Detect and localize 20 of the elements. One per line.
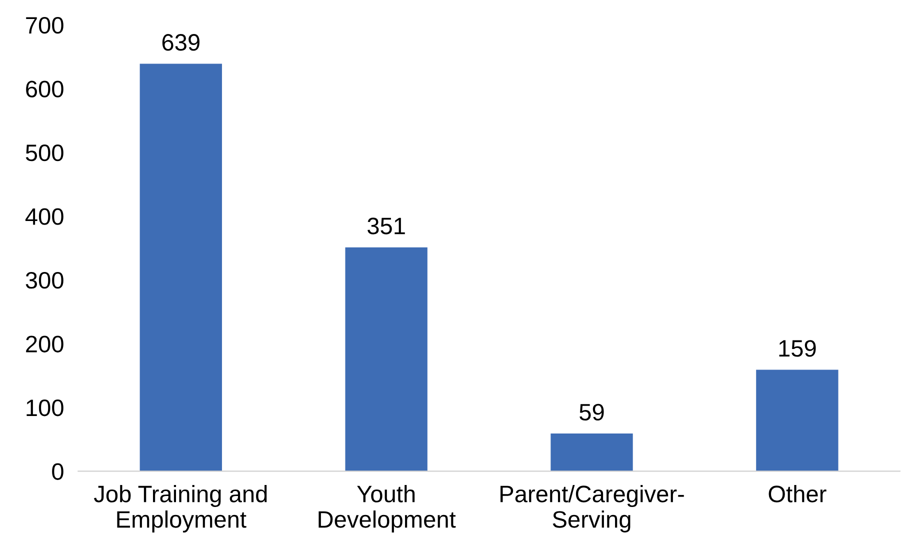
x-tick-label: Parent/Caregiver- Serving [500, 485, 684, 532]
bar [140, 64, 222, 472]
y-tick-label: 300 [26, 272, 64, 289]
bar [345, 247, 428, 472]
y-tick-label: 500 [26, 144, 64, 162]
data-label: 351 [368, 218, 405, 234]
data-label: 59 [580, 404, 604, 421]
data-label: 639 [162, 34, 200, 51]
y-tick-label: 700 [26, 16, 64, 34]
bar [756, 370, 838, 472]
data-label: 159 [779, 340, 816, 357]
y-tick-label: 0 [52, 463, 64, 480]
y-tick-label: 600 [26, 80, 64, 98]
x-tick-label: Youth Development [318, 485, 456, 532]
y-tick-label: 100 [26, 399, 64, 416]
y-tick-label: 400 [25, 208, 64, 225]
x-tick-label: Job Training and Employment [94, 485, 267, 532]
y-tick-label: 200 [26, 336, 64, 352]
bar [550, 434, 633, 472]
x-tick-label: Other [768, 485, 826, 502]
